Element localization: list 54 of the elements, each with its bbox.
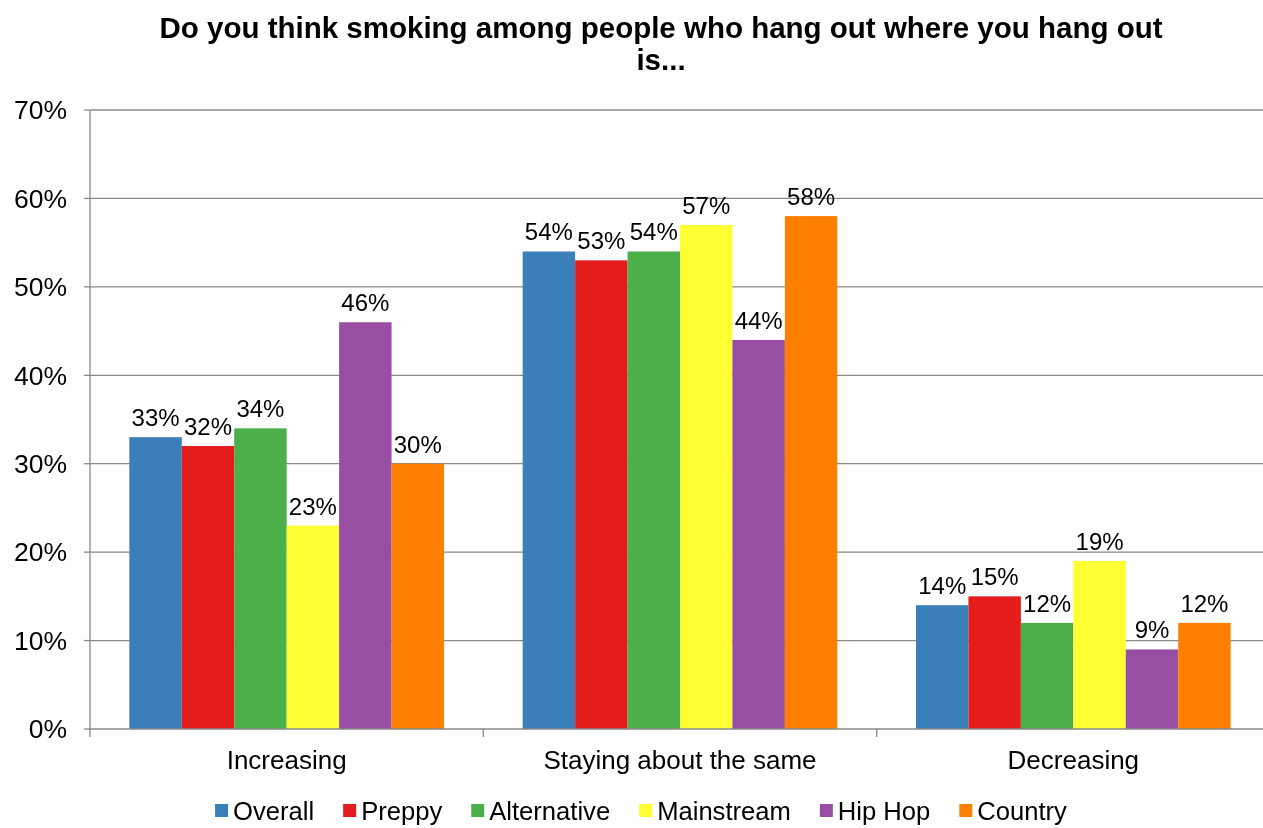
data-label: 44%: [734, 306, 783, 334]
bar: [968, 596, 1021, 729]
bar: [522, 251, 576, 729]
data-label: 53%: [577, 227, 626, 255]
bar: [680, 224, 733, 729]
data-label: 32%: [183, 413, 233, 441]
data-label: 34%: [236, 395, 285, 423]
bar: [627, 251, 680, 729]
bar: [181, 446, 235, 729]
data-label: 15%: [970, 563, 1019, 591]
x-tick-label: Decreasing: [1007, 745, 1140, 775]
x-tick-label: Increasing: [226, 745, 347, 775]
data-label: 19%: [1075, 527, 1124, 555]
legend-label: Preppy: [361, 797, 443, 825]
bar: [339, 322, 392, 729]
data-label: 30%: [393, 430, 442, 458]
data-label: 12%: [1180, 589, 1229, 617]
chart-title: Do you think smoking among people who hang out where you hang out is...: [159, 11, 1163, 76]
y-tick-label: 50%: [13, 272, 67, 303]
data-label: 54%: [629, 218, 678, 246]
bar: [1073, 560, 1126, 729]
data-label: 14%: [918, 572, 967, 600]
y-tick-label: 60%: [13, 183, 67, 214]
data-label: 58%: [787, 183, 836, 211]
bar: [391, 463, 444, 729]
bar: [732, 339, 785, 729]
legend-label: Overall: [233, 797, 315, 825]
y-tick-label: 20%: [13, 537, 67, 568]
data-label: 9%: [1134, 616, 1170, 644]
y-tick-label: 70%: [13, 95, 67, 126]
data-label: 23%: [288, 492, 337, 520]
data-label: 54%: [524, 218, 573, 246]
y-tick-label: 40%: [13, 360, 67, 391]
bar: [129, 437, 182, 729]
y-tick-label: 30%: [13, 448, 67, 479]
x-tick-label: Staying about the same: [543, 745, 817, 775]
data-label: 57%: [682, 191, 731, 219]
y-tick-label: 0%: [28, 714, 67, 745]
bar: [916, 605, 969, 729]
bar: [575, 260, 628, 729]
data-label: 46%: [341, 289, 390, 317]
data-label: 33%: [131, 404, 180, 432]
legend-label: Country: [977, 797, 1068, 825]
bar: [1020, 622, 1074, 729]
bar: [234, 428, 287, 729]
bar: [1178, 622, 1231, 729]
legend-label: Alternative: [489, 797, 611, 825]
bar: [784, 216, 838, 729]
y-tick-label: 10%: [13, 625, 67, 656]
bar: [286, 525, 340, 729]
legend-label: Mainstream: [657, 797, 791, 825]
legend-label: Hip Hop: [837, 797, 931, 825]
bar: [1125, 649, 1179, 729]
data-label: 12%: [1023, 589, 1072, 617]
